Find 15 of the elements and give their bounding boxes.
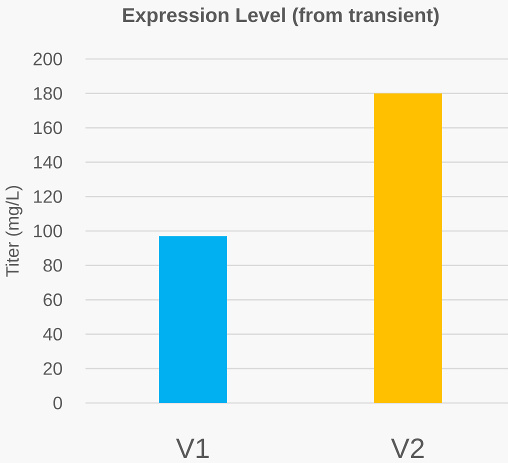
y-axis-title: Titer (mg/L) xyxy=(6,186,22,277)
y-tick-label: 200 xyxy=(34,52,62,66)
x-tick-label: V2 xyxy=(391,438,424,458)
y-tick-label: 40 xyxy=(43,328,62,341)
y-tick-label: 20 xyxy=(44,362,62,375)
y-tick-label: 60 xyxy=(44,293,62,306)
y-tick-label: 80 xyxy=(43,259,62,272)
y-tick-label: 160 xyxy=(34,121,62,134)
x-tick-label: V1 xyxy=(176,438,209,458)
y-tick-label: 140 xyxy=(34,156,62,169)
y-tick-label: 120 xyxy=(34,190,62,203)
chart-title: Expression Level (from transient) xyxy=(123,8,439,26)
y-tick-label: 180 xyxy=(34,87,62,100)
y-tick-label: 100 xyxy=(34,224,62,238)
y-tick-label: 0 xyxy=(53,396,62,410)
